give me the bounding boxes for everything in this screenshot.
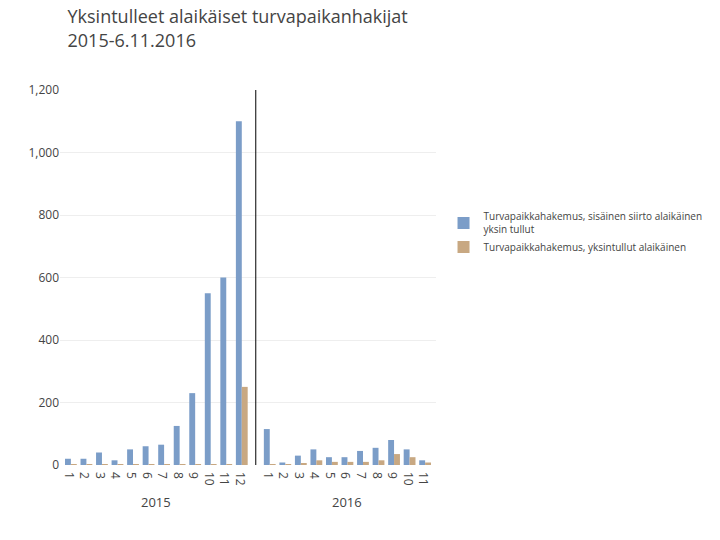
svg-text:7: 7 [353,472,370,479]
svg-text:2016: 2016 [332,493,362,511]
svg-text:400: 400 [38,331,59,348]
svg-text:4: 4 [107,472,124,479]
svg-text:11: 11 [216,472,233,486]
svg-text:1: 1 [260,472,277,479]
svg-text:6: 6 [337,472,354,479]
svg-text:Yksintulleet alaikäiset turvap: Yksintulleet alaikäiset turvapaikanhakij… [68,4,408,51]
svg-text:600: 600 [38,269,59,286]
svg-text:0: 0 [52,456,59,473]
svg-text:7: 7 [154,472,171,479]
svg-text:10: 10 [201,472,218,486]
svg-text:9: 9 [185,472,202,479]
svg-text:2015: 2015 [141,493,171,511]
svg-text:6: 6 [139,472,156,479]
svg-text:8: 8 [170,472,187,479]
svg-text:11: 11 [415,472,432,486]
svg-text:Turvapaikkahakemus, sisäinen s: Turvapaikkahakemus, sisäinen siirto alai… [484,209,703,236]
svg-text:8: 8 [369,472,386,479]
svg-text:Turvapaikkahakemus, yksintullu: Turvapaikkahakemus, yksintullut alaikäin… [484,240,687,254]
svg-text:200: 200 [38,394,59,411]
svg-text:800: 800 [38,206,59,223]
svg-text:10: 10 [400,472,417,486]
svg-text:2: 2 [275,472,292,479]
svg-text:3: 3 [291,472,308,479]
svg-text:3: 3 [92,472,109,479]
svg-text:1,200: 1,200 [28,81,59,98]
svg-text:4: 4 [306,472,323,479]
svg-text:2: 2 [76,472,93,479]
svg-text:1,000: 1,000 [28,144,59,161]
svg-text:12: 12 [232,472,249,486]
svg-text:5: 5 [322,472,339,479]
svg-text:5: 5 [123,472,140,479]
svg-text:9: 9 [384,472,401,479]
svg-text:1: 1 [61,472,78,479]
